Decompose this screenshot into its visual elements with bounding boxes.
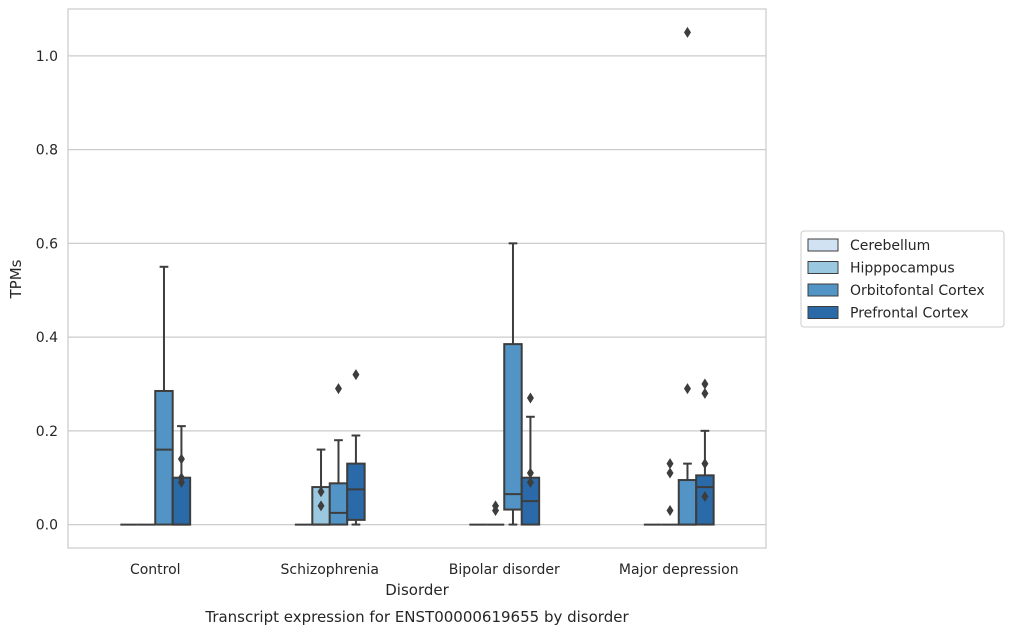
y-axis-label: TPMs xyxy=(7,259,25,299)
x-tick-label: Schizophrenia xyxy=(281,562,379,578)
y-tick-labels: 0.0 0.2 0.4 0.6 0.8 1.0 xyxy=(36,49,58,534)
outlier-marker xyxy=(177,472,185,484)
plot-frame xyxy=(67,8,767,549)
outlier-marker xyxy=(334,383,342,395)
outlier-marker xyxy=(177,453,185,465)
y-tick-label: 0.2 xyxy=(36,424,58,440)
outlier-marker xyxy=(701,378,709,390)
outlier-marker xyxy=(526,392,534,404)
outlier-marker xyxy=(683,383,691,395)
outlier-marker xyxy=(701,387,709,399)
box-iqr xyxy=(503,343,523,511)
y-tick-label: 0.8 xyxy=(36,143,58,159)
outlier-marker xyxy=(666,467,674,479)
legend-label: Cerebellum xyxy=(850,238,930,254)
chart-caption: Transcript expression for ENST0000061965… xyxy=(204,608,629,626)
box-2-0 xyxy=(154,265,174,526)
x-axis-label: Disorder xyxy=(385,581,449,599)
box-groups xyxy=(120,242,715,526)
y-tick-label: 1.0 xyxy=(36,49,58,65)
outlier-marker xyxy=(701,458,709,470)
x-tick-label: Bipolar disorder xyxy=(449,562,560,578)
outlier-marker xyxy=(666,458,674,470)
outlier-marker xyxy=(317,500,325,512)
legend-frame xyxy=(800,230,1005,328)
outlier-marker xyxy=(492,500,500,512)
x-tick-label: Control xyxy=(130,562,181,578)
outlier-points xyxy=(177,26,709,517)
legend-swatch xyxy=(807,306,839,319)
box-3-3 xyxy=(695,429,715,526)
box-iqr xyxy=(328,482,349,526)
legend-swatch xyxy=(807,283,839,297)
box-2-1 xyxy=(328,439,349,526)
box-iqr xyxy=(346,462,366,521)
outlier-marker xyxy=(526,467,534,479)
outlier-marker xyxy=(666,505,674,517)
box-3-2 xyxy=(520,415,541,526)
x-tick-label: Major depression xyxy=(619,562,739,578)
box-iqr xyxy=(677,479,698,526)
box-2-2 xyxy=(503,242,523,526)
outlier-marker xyxy=(317,486,325,498)
box-3-1 xyxy=(346,434,366,526)
y-tick-label: 0.4 xyxy=(36,330,58,346)
outlier-marker xyxy=(352,369,360,381)
y-tick-label: 0.6 xyxy=(36,236,58,252)
outlier-marker xyxy=(526,476,534,488)
legend-label: Orbitofontal Cortex xyxy=(850,283,985,299)
y-tick-label: 0.0 xyxy=(36,518,58,534)
box-iqr xyxy=(154,389,174,526)
outlier-marker xyxy=(701,490,709,502)
box-2-3 xyxy=(677,462,698,526)
legend-label: Prefrontal Cortex xyxy=(850,306,969,322)
legend-swatch xyxy=(807,238,839,252)
legend: Cerebellum Hipppocampus Orbitofontal Corte… xyxy=(800,230,1005,328)
outlier-marker xyxy=(683,26,691,38)
legend-label: Hipppocampus xyxy=(850,261,955,277)
box-3-0 xyxy=(171,425,192,526)
legend-swatch xyxy=(807,261,839,274)
x-tick-labels: Control Schizophrenia Bipolar disorder Majo… xyxy=(130,562,739,578)
